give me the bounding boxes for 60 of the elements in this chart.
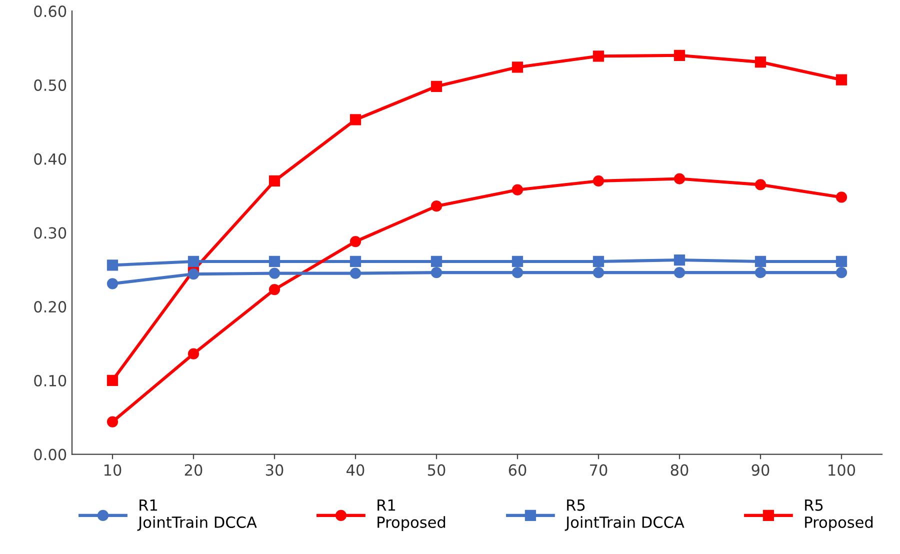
point xyxy=(754,267,766,278)
point xyxy=(512,184,524,196)
y-tick-label: 0.60 xyxy=(34,6,66,18)
legend-label: R5 Proposed xyxy=(805,500,873,531)
point xyxy=(674,267,686,278)
point xyxy=(754,179,766,190)
point xyxy=(188,348,200,360)
point xyxy=(836,267,848,278)
y-tick-label: 0.00 xyxy=(34,448,66,460)
point xyxy=(106,416,118,428)
x-tick-label: 60 xyxy=(508,464,526,476)
x-tick-label: 30 xyxy=(266,464,284,476)
point xyxy=(512,256,524,268)
point xyxy=(268,256,280,268)
legend-label: R5 JointTrain DCCA xyxy=(564,500,684,531)
point xyxy=(836,192,848,203)
point xyxy=(592,267,604,278)
y-tick-label: 0.40 xyxy=(34,153,66,165)
x-tick-label: 80 xyxy=(670,464,688,476)
point xyxy=(350,256,362,268)
point xyxy=(106,374,118,386)
point xyxy=(754,56,766,68)
point xyxy=(836,74,848,86)
point xyxy=(430,200,442,212)
point xyxy=(188,256,200,268)
y-tick-label: 0.50 xyxy=(34,79,66,91)
point xyxy=(430,256,442,268)
x-tick-label: 70 xyxy=(590,464,608,476)
point xyxy=(106,260,118,271)
point xyxy=(592,50,604,62)
point xyxy=(106,278,118,290)
point xyxy=(592,256,604,268)
point xyxy=(268,284,280,296)
point xyxy=(512,62,524,73)
point xyxy=(350,268,362,279)
x-tick-label: 50 xyxy=(428,464,446,476)
point xyxy=(430,80,442,92)
point xyxy=(674,254,686,266)
point xyxy=(350,236,362,248)
x-tick-label: 40 xyxy=(346,464,364,476)
legend-label: R1 JointTrain DCCA xyxy=(137,500,257,531)
x-tick-label: 100 xyxy=(828,464,856,476)
point xyxy=(188,268,200,280)
point xyxy=(674,50,686,61)
point xyxy=(674,173,686,184)
y-tick-label: 0.20 xyxy=(34,301,66,313)
x-tick-label: 10 xyxy=(104,464,122,476)
point xyxy=(836,256,848,268)
x-tick-label: 90 xyxy=(752,464,770,476)
point xyxy=(512,267,524,278)
y-tick-label: 0.30 xyxy=(34,227,66,239)
point xyxy=(268,268,280,279)
point xyxy=(268,175,280,187)
y-tick-label: 0.10 xyxy=(34,374,66,386)
point xyxy=(350,114,362,126)
legend-label: R1 Proposed xyxy=(378,500,446,531)
point xyxy=(754,256,766,268)
x-tick-label: 20 xyxy=(184,464,202,476)
point xyxy=(430,267,442,278)
point xyxy=(592,175,604,187)
